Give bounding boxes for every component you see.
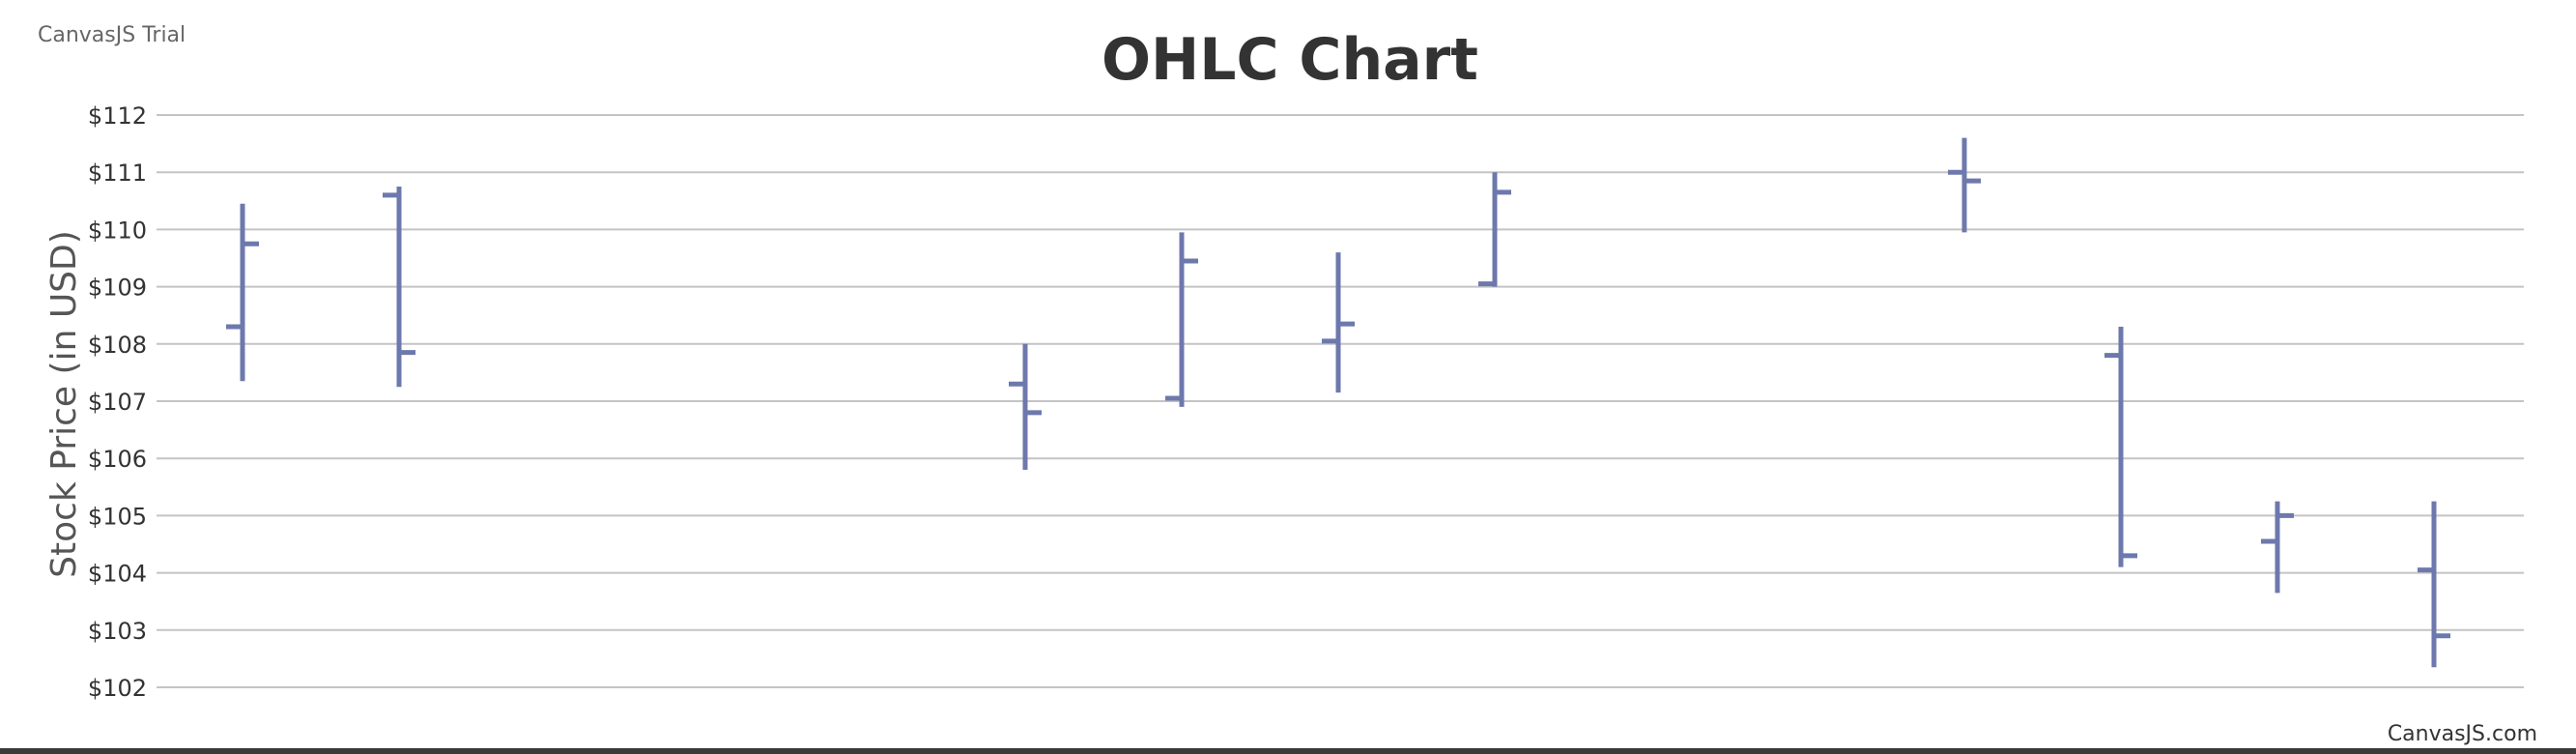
y-tick-label: $110	[88, 217, 147, 244]
ohlc-bar[interactable]	[1948, 137, 1981, 233]
y-tick-label: $103	[88, 618, 147, 645]
y-tick-label: $104	[88, 561, 147, 588]
bottom-border	[0, 748, 2576, 754]
y-tick-label: $109	[88, 275, 147, 302]
ohlc-bar[interactable]	[226, 203, 259, 382]
ohlc-bar[interactable]	[1322, 252, 1355, 393]
y-axis-title: Stock Price (in USD)	[44, 230, 84, 578]
ohlc-series	[226, 137, 2450, 668]
trial-watermark: CanvasJS Trial	[38, 23, 186, 47]
y-tick-label: $108	[88, 332, 147, 359]
ohlc-bar[interactable]	[1009, 343, 1042, 471]
y-tick-label: $105	[88, 503, 147, 530]
ohlc-bar[interactable]	[2261, 501, 2294, 594]
y-tick-label: $112	[88, 102, 147, 130]
ohlc-bar[interactable]	[2418, 501, 2450, 668]
ohlc-bar[interactable]	[2104, 327, 2137, 567]
y-tick-label: $111	[88, 160, 147, 187]
credit-link[interactable]: CanvasJS.com	[2388, 722, 2537, 746]
y-axis-ticks: $112 $111 $110 $109 $108 $107 $106 $105 $104 $103…	[88, 102, 147, 702]
chart-title: OHLC Chart	[1102, 26, 1478, 94]
y-tick-label: $106	[88, 446, 147, 473]
y-tick-label: $102	[88, 675, 147, 702]
ohlc-bar[interactable]	[1478, 172, 1511, 287]
ohlc-bar[interactable]	[383, 187, 415, 388]
ohlc-bar[interactable]	[1165, 232, 1198, 407]
y-tick-label: $107	[88, 389, 147, 416]
grid-lines	[157, 114, 2524, 688]
